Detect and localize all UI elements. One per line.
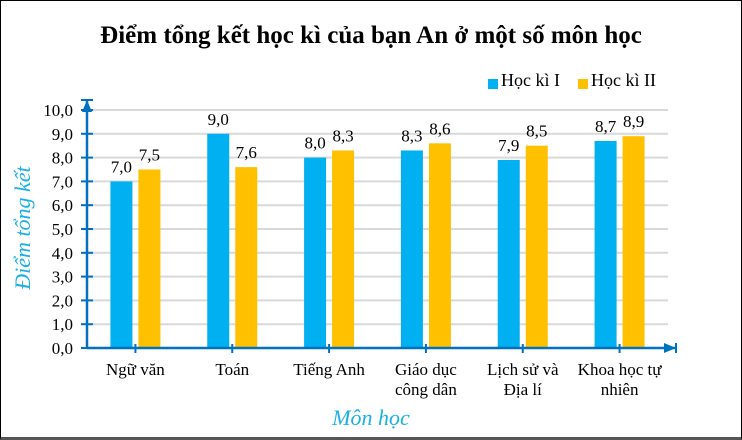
data-label: 7,0	[111, 157, 132, 176]
bar-hk2	[428, 143, 451, 348]
bar-hk2	[622, 136, 645, 348]
bar-hk2	[332, 150, 355, 348]
chart-title: Điểm tổng kết học kì của bạn An ở một số…	[100, 22, 642, 49]
data-label: 7,6	[236, 143, 257, 162]
data-label: 8,7	[595, 117, 617, 136]
data-label: 9,0	[208, 110, 229, 129]
y-tick-label: 3,0	[52, 268, 73, 287]
x-axis-label: Môn học	[332, 405, 410, 430]
y-tick-label: 8,0	[52, 149, 73, 168]
y-tick-label: 10,0	[43, 101, 73, 120]
bar-hk2	[138, 169, 161, 348]
data-label: 7,5	[139, 146, 160, 165]
bar-hk2	[525, 145, 548, 348]
x-tick-label: Lịch sử và	[487, 360, 559, 379]
y-tick-label: 4,0	[52, 244, 73, 263]
bar-hk1	[594, 140, 617, 348]
data-label: 8,6	[429, 119, 450, 138]
y-tick-label: 5,0	[52, 220, 73, 239]
bar-hk1	[497, 159, 520, 348]
data-label: 8,3	[332, 126, 353, 145]
x-tick-label: Khoa học tự	[578, 360, 663, 379]
x-tick-label: Ngữ văn	[106, 360, 165, 379]
x-tick-label: Toán	[215, 360, 249, 379]
bar-hk1	[304, 157, 327, 348]
x-tick-label: Giáo dục	[395, 360, 457, 379]
bar-hk1	[207, 133, 230, 348]
bar-hk1	[110, 181, 133, 348]
data-label: 8,3	[401, 126, 422, 145]
legend: Học kì I Học kì II	[488, 70, 656, 91]
bar-hk2	[235, 167, 258, 348]
y-tick-label: 6,0	[52, 196, 73, 215]
x-axis-arrow-icon	[664, 343, 676, 353]
data-label: 8,0	[304, 134, 325, 153]
y-tick-label: 0,0	[52, 339, 73, 358]
x-tick-label: công dân	[395, 380, 457, 399]
bar-hk1	[400, 150, 423, 348]
y-axis-arrow-icon	[82, 100, 92, 112]
y-tick-label: 7,0	[52, 172, 73, 191]
legend-swatch-hk1	[488, 78, 498, 89]
legend-label-hk1: Học kì I	[501, 70, 560, 90]
y-tick-label: 1,0	[52, 315, 73, 334]
y-axis-label: Điểm tổng kết	[10, 166, 35, 290]
legend-item-hk1: Học kì I	[488, 70, 560, 91]
y-tick-label: 9,0	[52, 125, 73, 144]
x-tick-label: Tiếng Anh	[293, 360, 365, 379]
legend-swatch-hk2	[577, 78, 588, 89]
data-label: 8,5	[526, 122, 547, 141]
x-tick-label: nhiên	[601, 380, 639, 399]
legend-item-hk2: Học kì II	[577, 70, 656, 91]
data-label: 8,9	[623, 112, 644, 131]
legend-label-hk2: Học kì II	[590, 70, 656, 90]
data-label: 7,9	[498, 136, 519, 155]
x-tick-label: Địa lí	[504, 380, 543, 399]
y-tick-label: 2,0	[52, 291, 73, 310]
